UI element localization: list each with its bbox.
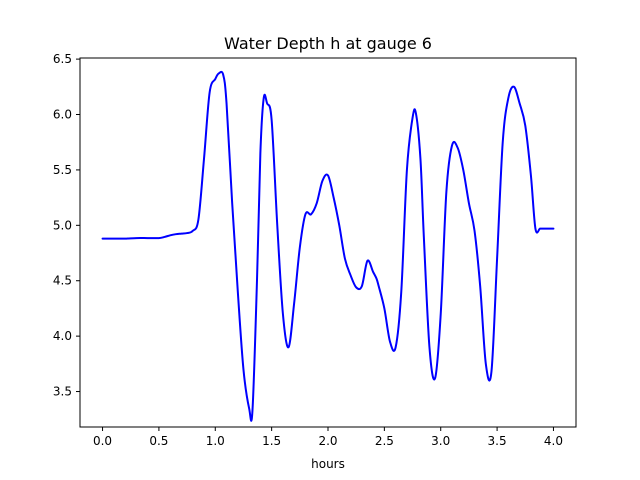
series-line xyxy=(101,70,555,422)
y-axis: 3.5 4.0 4.5 5.0 5.5 6.0 6.5 xyxy=(53,52,80,399)
x-tick-label: 0.5 xyxy=(149,434,168,448)
x-axis-label: hours xyxy=(311,457,345,471)
x-tick-label: 3.5 xyxy=(488,434,507,448)
x-tick-label: 1.5 xyxy=(262,434,281,448)
chart-title: Water Depth h at gauge 6 xyxy=(224,34,432,53)
y-tick-label: 6.5 xyxy=(53,52,72,66)
y-tick-label: 5.5 xyxy=(53,163,72,177)
y-tick-label: 4.0 xyxy=(53,329,72,343)
x-tick-label: 4.0 xyxy=(544,434,563,448)
y-tick-label: 5.0 xyxy=(53,218,72,232)
x-tick-label: 3.0 xyxy=(431,434,450,448)
x-tick-label: 2.5 xyxy=(375,434,394,448)
plot-area xyxy=(79,57,577,428)
x-tick-label: 1.0 xyxy=(206,434,225,448)
y-tick-label: 4.5 xyxy=(53,274,72,288)
x-tick-label: 0.0 xyxy=(93,434,112,448)
plot-frame xyxy=(79,57,577,428)
x-tick-label: 2.0 xyxy=(318,434,337,448)
y-tick-label: 6.0 xyxy=(53,108,72,122)
y-tick-label: 3.5 xyxy=(53,385,72,399)
x-axis: 0.0 0.5 1.0 1.5 2.0 2.5 3.0 3.5 4.0 xyxy=(93,427,563,448)
